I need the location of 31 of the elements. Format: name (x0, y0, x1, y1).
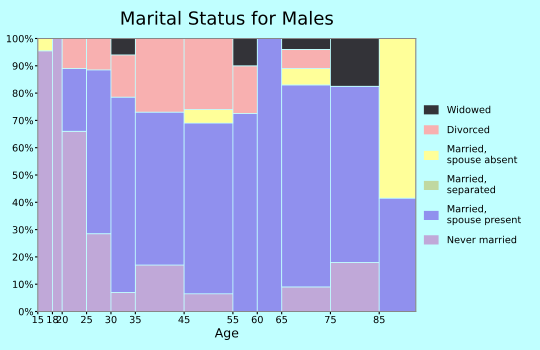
y-tick-label: 70% (12, 116, 34, 124)
y-tick-label: 0% (18, 308, 34, 316)
x-tick-label: 15 (32, 316, 44, 324)
legend-label: Married, spouse present (447, 204, 522, 226)
y-tick-label: 30% (12, 226, 34, 234)
x-tick-label: 25 (81, 316, 92, 324)
y-tick-label: 40% (12, 198, 34, 206)
x-tick-label: 75 (325, 316, 336, 324)
x-axis-title: Age (214, 328, 238, 340)
legend-label: Married, separated (447, 174, 496, 196)
x-tick-label: 60 (252, 316, 263, 324)
x-tick-label: 30 (106, 316, 116, 324)
legend-label: Married, spouse absent (447, 144, 518, 166)
chart-title: Marital Status for Males (122, 10, 333, 25)
legend-label: Widowed (447, 106, 490, 114)
x-tick-label: 85 (374, 316, 385, 324)
y-tick-label: 20% (12, 253, 34, 261)
y-tick-label: 80% (12, 90, 34, 97)
x-tick-label: 65 (276, 316, 288, 324)
y-tick-label: 100% (6, 34, 34, 42)
y-tick-label: 50% (12, 171, 34, 179)
x-tick-label: 18 (47, 316, 58, 324)
y-tick-label: 10% (13, 280, 34, 288)
x-tick-label: 20 (56, 316, 68, 324)
x-tick-label: 55 (227, 316, 238, 324)
y-tick-label: 90% (12, 62, 34, 70)
y-tick-label: 60% (12, 144, 34, 152)
x-tick-label: 35 (130, 316, 141, 324)
x-tick-label: 45 (178, 316, 190, 324)
legend-label: Never married (448, 236, 516, 244)
legend-label: Divorced (448, 126, 490, 134)
